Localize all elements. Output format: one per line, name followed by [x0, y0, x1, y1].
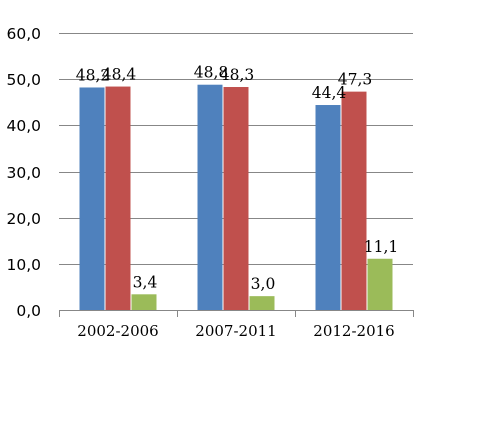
y-tick-label: 30,0: [6, 164, 41, 182]
data-label: 48,2: [76, 66, 111, 84]
y-tick-label: 10,0: [6, 256, 41, 274]
bar: [223, 87, 249, 310]
data-labels: 48,248,4 3,4 48,848,3 3,0 44,447,3 11,1: [76, 64, 399, 293]
y-tick-label: 40,0: [6, 117, 41, 135]
y-tick-label: 60,0: [6, 25, 41, 43]
data-label: 3,4: [133, 273, 158, 291]
data-label: 47,3: [338, 71, 373, 89]
bar: [249, 296, 275, 310]
data-label: 44,4: [312, 84, 347, 102]
y-tick-label: 20,0: [6, 210, 41, 228]
x-axis: 2002-2006 2007-2011 2012-2016: [59, 310, 414, 340]
data-label: 48,3: [220, 66, 255, 84]
data-label: 48,4: [102, 66, 137, 84]
data-label: 3,0: [251, 275, 276, 293]
x-category-label: 2012-2016: [313, 322, 394, 340]
data-label: 11,1: [364, 238, 399, 256]
bar: [79, 87, 105, 310]
x-category-label: 2007-2011: [195, 322, 276, 340]
bar: [131, 294, 157, 310]
y-tick-label: 0,0: [16, 302, 41, 320]
data-label: 48,8: [194, 64, 229, 82]
bar: [315, 105, 341, 311]
bar: [341, 91, 367, 310]
x-category-label: 2002-2006: [77, 322, 158, 340]
bar: [367, 258, 393, 310]
bars: [79, 84, 393, 311]
y-tick-label: 50,0: [6, 71, 41, 89]
bar: [197, 84, 223, 310]
bar: [105, 86, 131, 310]
y-axis-tick-labels: 0,0 10,0 20,0 30,0 40,0 50,0 60,0: [6, 25, 41, 320]
